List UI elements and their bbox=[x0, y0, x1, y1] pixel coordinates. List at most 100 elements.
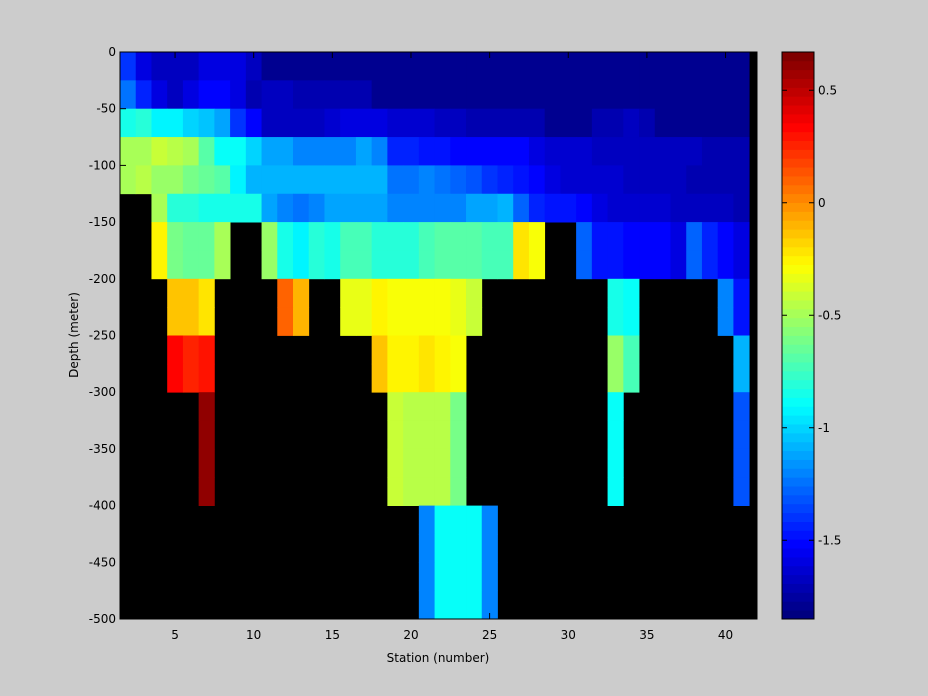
y-axis-ticks: 0 -50 -100 -150 -200 -250 -300 -350 -400 -450 -500 bbox=[89, 45, 757, 626]
heatmap-cell bbox=[733, 307, 750, 336]
heatmap-cell bbox=[277, 108, 294, 138]
heatmap-cell bbox=[120, 108, 137, 138]
colorbar-band bbox=[782, 69, 814, 79]
heatmap-cell bbox=[403, 250, 420, 280]
heatmap-cell bbox=[198, 193, 215, 223]
heatmap-cell bbox=[701, 52, 719, 81]
heatmap-cell bbox=[230, 80, 247, 110]
y-tick-label: -500 bbox=[89, 612, 116, 626]
heatmap-cell bbox=[293, 165, 310, 195]
heatmap-cell bbox=[450, 222, 467, 251]
heatmap-cell bbox=[120, 52, 137, 81]
heatmap-cell bbox=[340, 193, 357, 223]
heatmap-cell bbox=[450, 165, 467, 195]
heatmap-cell bbox=[733, 448, 750, 478]
x-tick-label: 25 bbox=[482, 628, 497, 642]
heatmap-cell bbox=[340, 137, 357, 166]
heatmap-cell bbox=[528, 222, 546, 251]
heatmap-cell bbox=[277, 250, 294, 280]
heatmap-cell bbox=[308, 137, 325, 166]
heatmap-cell bbox=[513, 80, 530, 110]
heatmap-cell bbox=[418, 448, 435, 478]
heatmap-cell bbox=[371, 52, 388, 81]
heatmap-cell bbox=[434, 165, 451, 195]
heatmap-cell bbox=[403, 335, 420, 365]
heatmap-cell bbox=[387, 420, 404, 450]
heatmap-cell bbox=[418, 590, 435, 620]
heatmap-cell bbox=[686, 52, 703, 81]
heatmap-cell bbox=[403, 307, 420, 336]
heatmap-cell bbox=[639, 108, 656, 138]
heatmap-cell bbox=[686, 165, 703, 195]
heatmap-cell bbox=[670, 250, 687, 280]
heatmap-cell bbox=[481, 533, 498, 563]
heatmap-cell bbox=[639, 137, 656, 166]
heatmap-cell bbox=[230, 52, 247, 81]
heatmap-cell bbox=[135, 137, 152, 166]
colorbar-band bbox=[782, 353, 814, 363]
heatmap-cell bbox=[717, 222, 734, 251]
heatmap-cell bbox=[198, 108, 215, 138]
heatmap-cell bbox=[481, 193, 498, 223]
heatmap-cell bbox=[355, 108, 373, 138]
heatmap-cell bbox=[418, 278, 435, 308]
heatmap-cell bbox=[277, 137, 294, 166]
heatmap-cell bbox=[387, 392, 404, 421]
heatmap-cell bbox=[733, 165, 750, 195]
x-axis-ticks: 5 10 15 20 25 30 35 40 bbox=[171, 52, 733, 642]
heatmap-cell bbox=[670, 222, 687, 251]
heatmap-cell bbox=[450, 137, 467, 166]
heatmap-cell bbox=[293, 193, 310, 223]
heatmap-cell bbox=[355, 307, 373, 336]
heatmap-cell bbox=[654, 165, 671, 195]
heatmap-cell bbox=[497, 250, 514, 280]
heatmap-cell bbox=[544, 80, 561, 110]
colorbar-band bbox=[782, 548, 814, 558]
heatmap-cell bbox=[324, 250, 341, 280]
heatmap-cell bbox=[324, 137, 341, 166]
heatmap-cell bbox=[167, 278, 184, 308]
heatmap-cell bbox=[308, 222, 325, 251]
heatmap-cell bbox=[151, 222, 168, 251]
heatmap-cell bbox=[418, 80, 435, 110]
heatmap-cell bbox=[686, 80, 703, 110]
heatmap-cell bbox=[387, 222, 404, 251]
heatmap-cell bbox=[387, 80, 404, 110]
y-tick-label: -350 bbox=[89, 442, 116, 456]
heatmap-cell bbox=[481, 562, 498, 592]
heatmap-cell bbox=[623, 250, 640, 280]
heatmap-cell bbox=[434, 477, 451, 506]
heatmap-cell bbox=[450, 420, 467, 450]
heatmap-cell bbox=[418, 533, 435, 563]
heatmap-cell bbox=[544, 165, 561, 195]
heatmap-cell bbox=[607, 477, 624, 506]
heatmap-cell bbox=[591, 165, 608, 195]
heatmap-cell bbox=[167, 335, 184, 365]
colorbar-ticks: 0.5 0 -0.5 -1 -1.5 bbox=[782, 83, 841, 547]
heatmap-cell bbox=[639, 250, 656, 280]
colorbar-band bbox=[782, 424, 814, 434]
heatmap-cell bbox=[387, 250, 404, 280]
heatmap-cell bbox=[418, 307, 435, 336]
heatmap-cell bbox=[733, 137, 750, 166]
heatmap-cell bbox=[182, 307, 200, 336]
heatmap-cell bbox=[466, 52, 483, 81]
heatmap-cell bbox=[513, 137, 530, 166]
heatmap-cell bbox=[450, 477, 467, 506]
colorbar-band bbox=[782, 530, 814, 540]
heatmap-cell bbox=[182, 250, 200, 280]
colorbar-tick-label: 0.5 bbox=[818, 83, 837, 97]
heatmap-cell bbox=[355, 193, 373, 223]
heatmap-cell bbox=[623, 52, 640, 81]
heatmap-cell bbox=[261, 52, 278, 81]
heatmap-cell bbox=[576, 52, 593, 81]
colorbar-band bbox=[782, 229, 814, 239]
heatmap-cell bbox=[733, 363, 750, 393]
heatmap-cell bbox=[387, 363, 404, 393]
y-tick-label: -250 bbox=[89, 329, 116, 343]
heatmap-cell bbox=[450, 52, 467, 81]
colorbar-band bbox=[782, 326, 814, 336]
heatmap-cell bbox=[497, 165, 514, 195]
heatmap-cell bbox=[607, 137, 624, 166]
heatmap-cell bbox=[167, 52, 184, 81]
